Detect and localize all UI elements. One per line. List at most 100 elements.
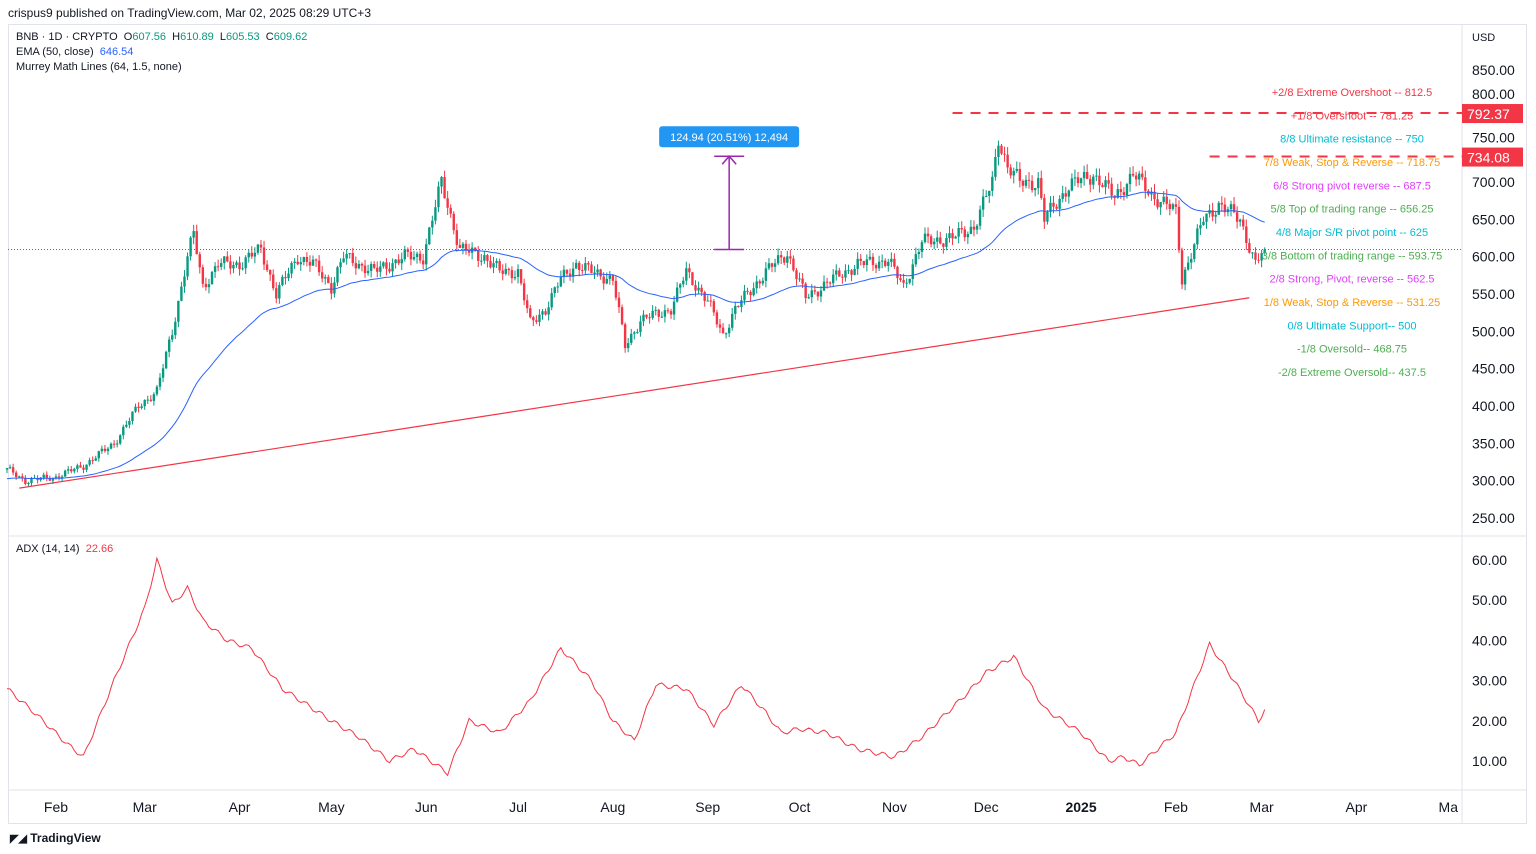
candle-down [1009,167,1012,176]
brand-name: TradingView [30,831,101,845]
candle-down [296,261,299,265]
candle-down [1220,202,1224,205]
candle-down [284,276,287,279]
candle-down [801,278,804,284]
candle-up [807,297,810,299]
candle-down [1018,168,1022,181]
candle-down [1257,259,1260,261]
candle-down [645,314,648,318]
candle-up [119,435,122,444]
candle-up [651,310,654,318]
candle-up [988,190,991,196]
candle-up [1082,171,1086,179]
candle-up [905,282,908,284]
candle-up [183,276,186,287]
candle-up [835,270,838,275]
candle-up [908,278,911,283]
candle-up [761,280,765,284]
candle-up [1190,258,1193,263]
legend-murrey-row[interactable]: Murrey Math Lines (64, 1.5, none) [16,60,182,75]
adx-tick-label: 20.00 [1472,713,1507,729]
candle-down [789,256,792,259]
candle-up [991,176,994,191]
candle-down [1134,175,1138,180]
candle-down [648,317,651,319]
legend-adx-row[interactable]: ADX (14, 14) 22.66 [16,542,113,557]
candle-up [844,270,847,278]
candle-up [42,474,45,478]
time-tick-label: Apr [1346,799,1368,815]
candle-up [773,263,777,267]
candle-down [418,253,422,261]
candle-up [1104,180,1107,188]
time-tick-label: Aug [600,799,625,815]
candle-up [51,477,55,481]
candle-down [535,320,538,322]
candle-down [688,268,691,273]
candle-down [602,276,605,284]
candle-up [415,253,419,258]
candle-down [449,207,452,214]
candle-up [513,276,517,279]
candle-up [865,259,869,265]
candle-up [281,276,284,286]
candle-down [363,265,367,274]
candle-down [351,253,354,264]
candle-down [397,259,400,264]
candle-up [1037,178,1040,189]
candle-up [504,268,507,274]
candle-up [1186,262,1190,270]
candle-down [91,460,94,462]
murrey-level-label: 5/8 Top of trading range -- 656.25 [1270,204,1433,216]
candle-up [192,231,195,238]
candle-up [247,252,250,258]
candle-up [608,275,612,279]
candle-down [317,260,321,273]
candle-up [177,300,180,322]
candle-down [1064,193,1067,197]
price-tick-label: 800.00 [1472,86,1515,102]
murrey-labels: +2/8 Extreme Overshoot -- 812.5 +1/8 Over… [1262,87,1442,379]
adx-label: ADX (14, 14) [16,543,80,555]
candle-up [550,293,553,308]
candle-up [480,260,483,262]
candle-down [1141,173,1144,178]
candle-up [1067,190,1071,197]
candle-down [137,406,140,409]
candle-up [106,448,110,452]
candle-up [1214,214,1217,217]
candle-up [997,145,1000,158]
candle-up [685,268,688,281]
candle-down [816,291,820,297]
candle-down [1122,192,1126,196]
candle-down [620,307,624,325]
candle-up [541,311,544,315]
adx-tick-label: 40.00 [1472,632,1507,648]
legend-ema-row[interactable]: EMA (50, close) 646.54 [16,45,133,60]
candle-down [103,448,107,452]
candle-down [265,264,269,271]
tradingview-logo[interactable]: ◤◢ TradingView [10,831,101,845]
candle-up [969,226,973,235]
currency-button[interactable]: USD [1472,32,1496,44]
candle-down [385,262,388,269]
candle-up [945,238,948,247]
candles [5,140,1266,487]
candle-down [519,269,523,284]
candle-down [259,244,263,248]
candle-down [590,264,593,273]
candle-up [847,270,850,272]
candle-down [24,478,27,484]
candle-down [703,292,706,301]
candle-up [868,256,872,260]
candle-up [1208,210,1211,214]
adx-layer [6,556,1266,777]
candle-up [626,343,630,349]
candle-up [412,257,416,260]
time-tick-label: Sep [695,799,720,815]
candle-down [501,270,504,274]
candle-up [1070,178,1074,191]
legend-symbol-row[interactable]: BNB · 1D · CRYPTO O607.56 H610.89 L605.5… [16,30,307,45]
candle-down [1021,180,1025,186]
